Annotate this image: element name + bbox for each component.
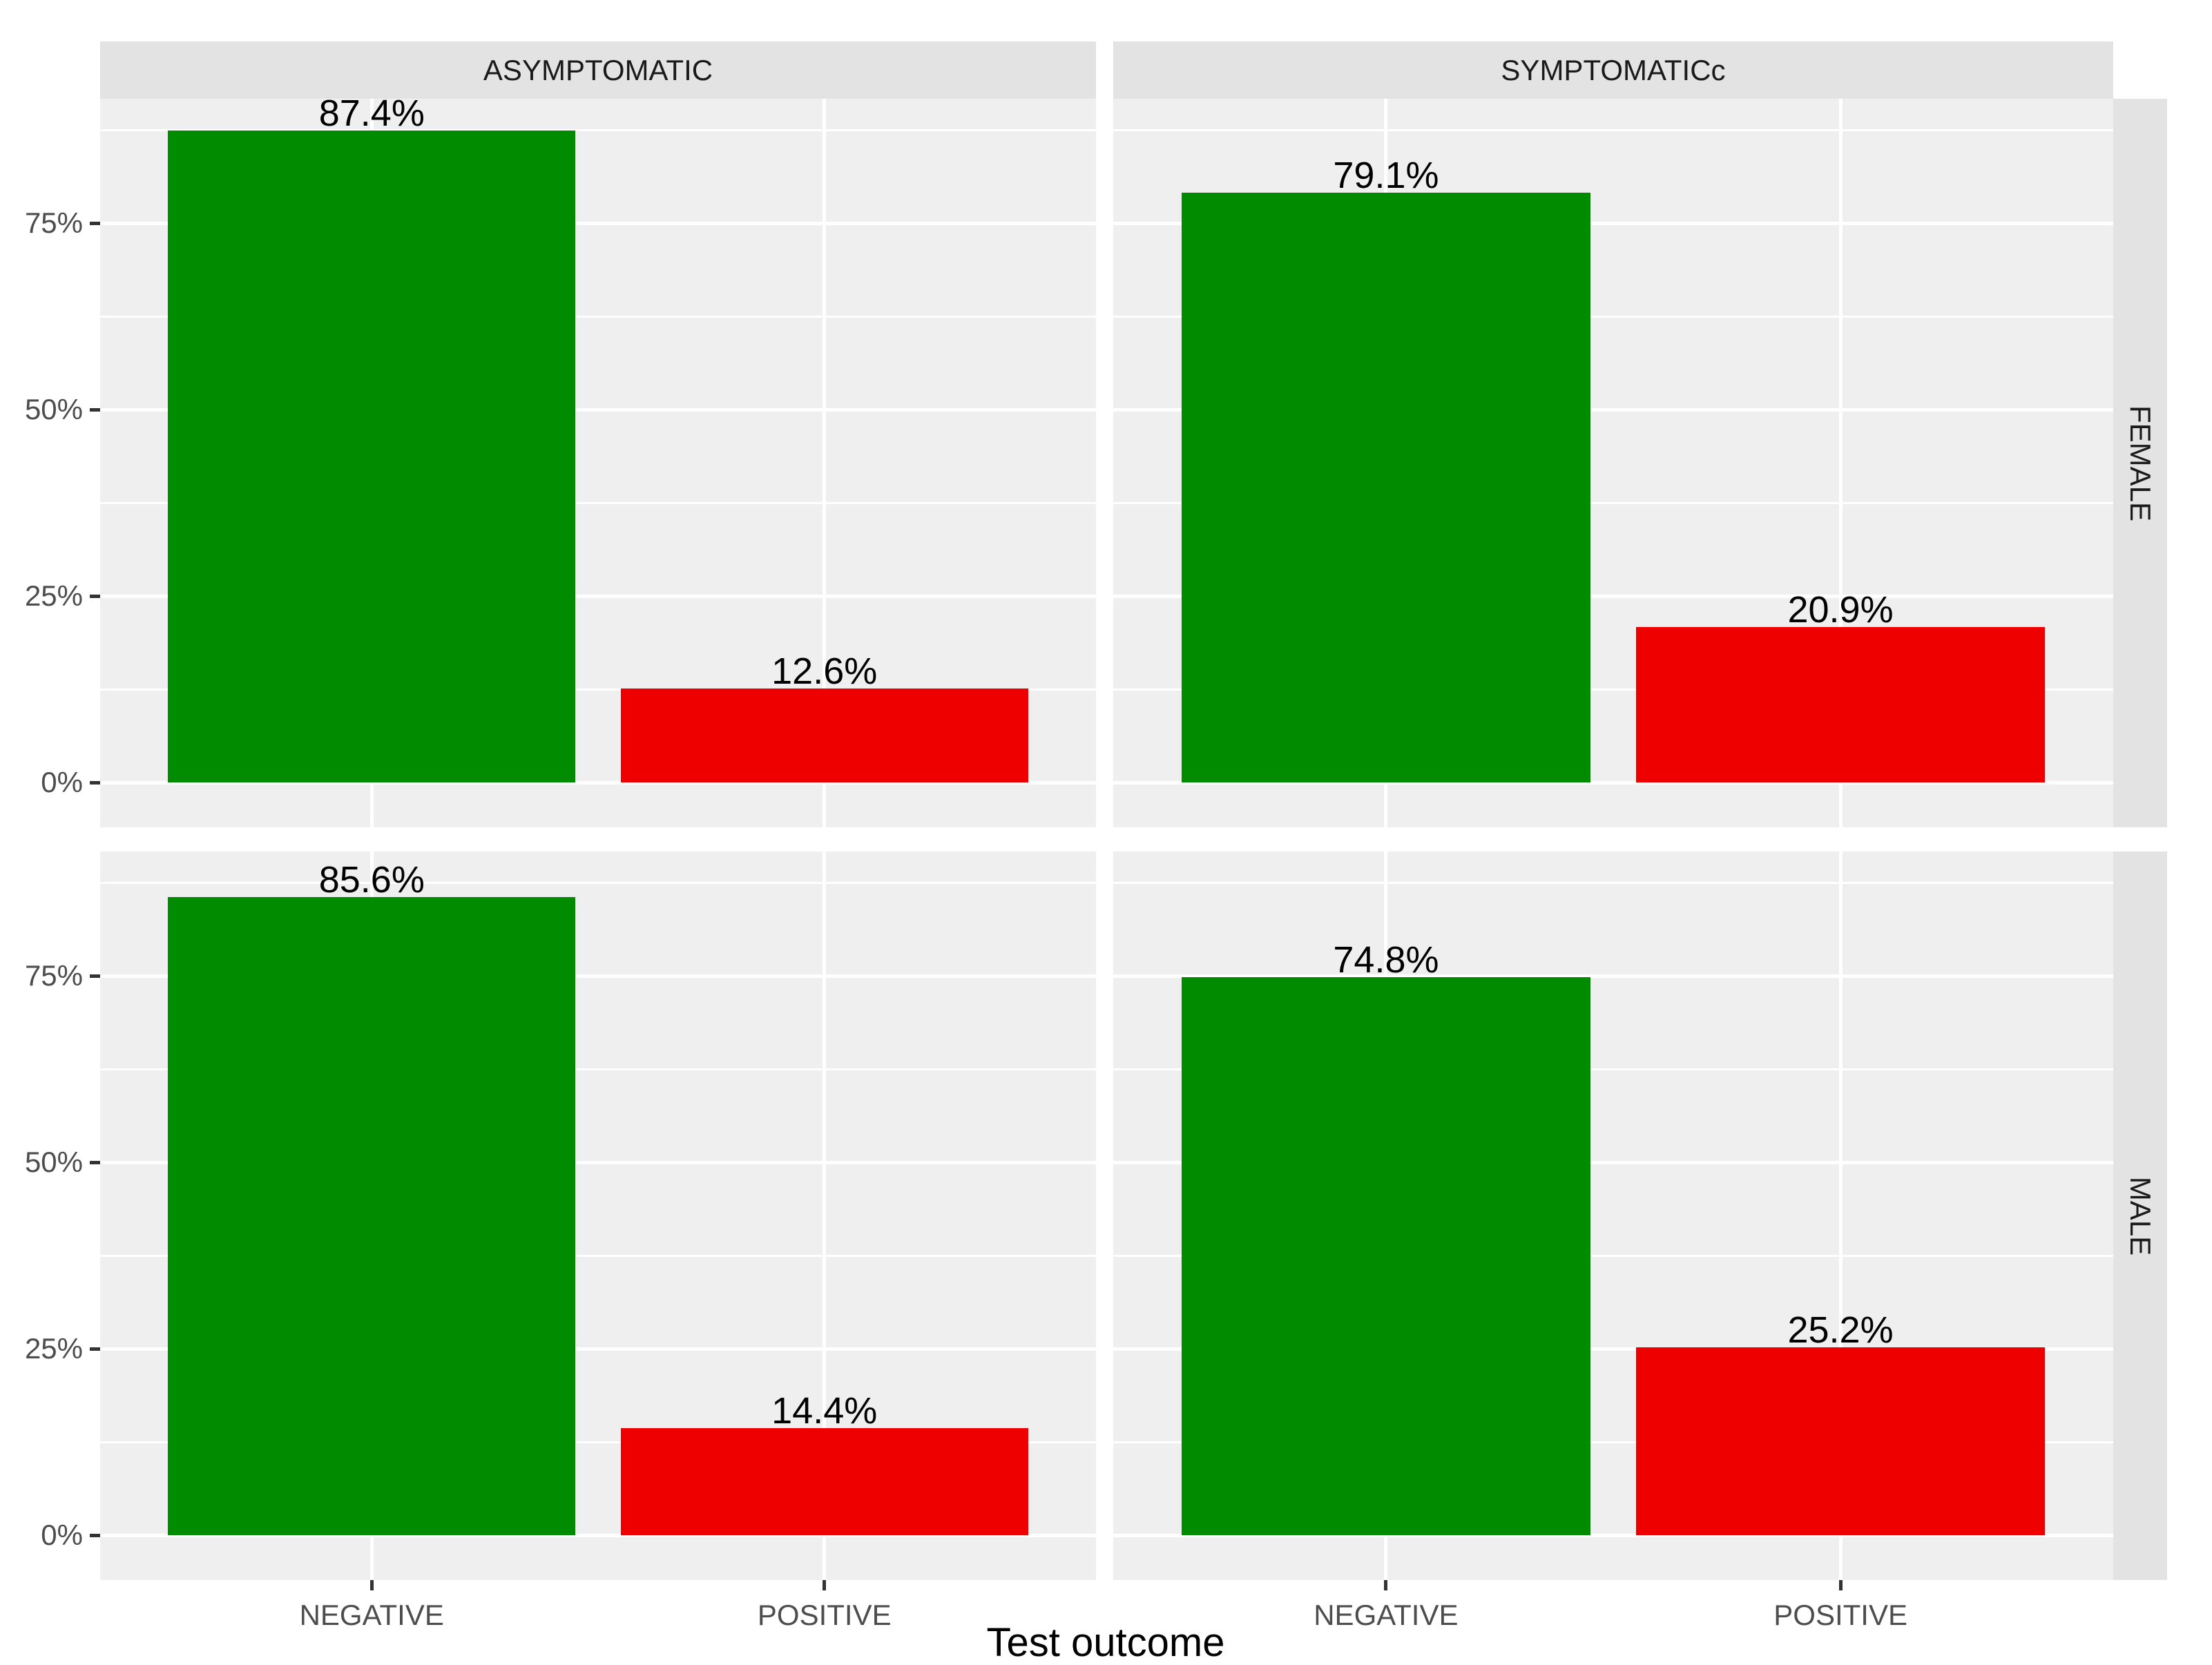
facet-strip-col-label: ASYMPTOMATIC: [483, 53, 713, 86]
y-tick-mark: [90, 221, 100, 225]
y-tick-label: 50%: [24, 393, 83, 426]
gridline-major-vertical: [823, 851, 827, 1580]
gridline-major: [100, 594, 1096, 598]
y-tick-label: 0%: [41, 766, 83, 799]
bar-value-label: 87.4%: [318, 93, 425, 135]
bar-negative: [1181, 193, 1591, 783]
gridline-minor: [100, 1441, 1096, 1443]
gridline-major: [1113, 221, 2113, 225]
x-tick-mark: [1384, 1580, 1388, 1590]
facet-panel-asymptomatic-female: 87.4% 12.6%: [100, 93, 1096, 827]
bar-value-label: 12.6%: [771, 651, 878, 693]
y-tick-mark: [90, 407, 100, 412]
bar-negative: [168, 131, 576, 783]
y-tick-label: 0%: [41, 1519, 83, 1552]
gridline-minor: [1113, 688, 2113, 691]
bar-positive: [620, 689, 1028, 783]
y-tick-mark: [90, 1347, 100, 1351]
x-tick-label: POSITIVE: [1773, 1599, 1907, 1631]
x-tick-mark: [1838, 1580, 1843, 1590]
facet-strip-col-label: SYMPTOMATICc: [1501, 53, 1726, 86]
facet-strip-col-asymptomatic: ASYMPTOMATIC: [100, 41, 1096, 99]
bar-positive: [1635, 626, 2046, 783]
bar-negative: [1181, 977, 1591, 1536]
x-tick-label: NEGATIVE: [299, 1599, 444, 1631]
facet-panel-symptomaticc-male: 74.8% 25.2%: [1113, 851, 2113, 1580]
y-tick-mark: [90, 1533, 100, 1537]
gridline-minor: [100, 1254, 1096, 1257]
gridline-major: [1113, 594, 2113, 598]
x-tick-mark: [823, 1580, 827, 1590]
gridline-major: [100, 1160, 1096, 1164]
gridline-minor: [1113, 315, 2113, 318]
gridline-minor: [100, 1068, 1096, 1070]
gridline-minor: [1113, 881, 2113, 884]
y-tick-label: 25%: [24, 579, 83, 613]
gridline-major: [1113, 407, 2113, 412]
facet-panel-symptomaticc-female: 79.1% 20.9%: [1113, 99, 2113, 827]
gridline-minor: [100, 688, 1096, 691]
facet-strip-row-label: MALE: [2124, 1176, 2157, 1255]
gridline-minor: [100, 501, 1096, 504]
bar-positive: [620, 1427, 1028, 1536]
bar-value-label: 25.2%: [1787, 1309, 1894, 1351]
x-tick-label: POSITIVE: [757, 1599, 892, 1631]
gridline-minor: [1113, 1068, 2113, 1070]
gridline-major: [1113, 1533, 2113, 1537]
gridline-minor: [1113, 128, 2113, 131]
bar-value-label: 85.6%: [318, 858, 425, 901]
y-tick-label: 50%: [24, 1146, 83, 1179]
gridline-major: [100, 780, 1096, 785]
gridline-minor: [1113, 501, 2113, 504]
bar-value-label: 14.4%: [771, 1389, 878, 1432]
gridline-major-vertical: [823, 99, 827, 827]
gridline-minor: [100, 128, 1096, 131]
facet-strip-col-symptomaticc: SYMPTOMATICc: [1113, 41, 2113, 99]
x-tick-label: NEGATIVE: [1314, 1599, 1459, 1631]
gridline-major-vertical: [1838, 99, 1843, 827]
gridline-major: [1113, 780, 2113, 785]
gridline-major: [1113, 1347, 2113, 1351]
bar-negative: [168, 896, 576, 1536]
bar-value-label: 74.8%: [1333, 939, 1439, 981]
gridline-major: [100, 974, 1096, 978]
y-tick-mark: [90, 1160, 100, 1164]
bar-value-label: 79.1%: [1333, 155, 1439, 197]
gridline-major: [100, 221, 1096, 225]
facet-strip-row-female: FEMALE: [2113, 99, 2167, 827]
facet-panel-asymptomatic-male: 85.6% 14.4%: [100, 851, 1096, 1580]
gridline-major: [100, 1347, 1096, 1351]
y-tick-mark: [90, 780, 100, 785]
gridline-major-vertical: [1838, 851, 1843, 1580]
bar-value-label: 20.9%: [1787, 588, 1894, 631]
gridline-major: [1113, 974, 2113, 978]
gridline-major: [100, 1533, 1096, 1537]
gridline-minor: [1113, 1441, 2113, 1443]
bar-positive: [1635, 1347, 2046, 1536]
y-tick-mark: [90, 594, 100, 598]
y-tick-mark: [90, 974, 100, 978]
y-tick-label: 75%: [24, 959, 83, 992]
facet-strip-row-label: FEMALE: [2124, 405, 2157, 521]
gridline-minor: [100, 881, 1096, 884]
y-tick-label: 25%: [24, 1332, 83, 1365]
gridline-minor: [1113, 1254, 2113, 1257]
gridline-minor: [100, 315, 1096, 318]
y-tick-label: 75%: [24, 206, 83, 240]
x-axis-title: Test outcome: [986, 1620, 1225, 1665]
gridline-major: [100, 407, 1096, 412]
x-tick-mark: [369, 1580, 374, 1590]
facet-strip-row-male: MALE: [2113, 851, 2167, 1580]
gridline-major: [1113, 1160, 2113, 1164]
